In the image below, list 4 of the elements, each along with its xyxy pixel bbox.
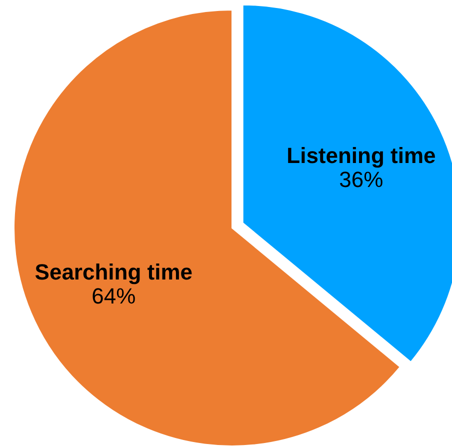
slice-label: Listening time [286, 143, 436, 168]
data-label: 64% [92, 284, 136, 309]
slice-label: Searching time [34, 260, 193, 285]
data-label: 36% [339, 167, 384, 192]
